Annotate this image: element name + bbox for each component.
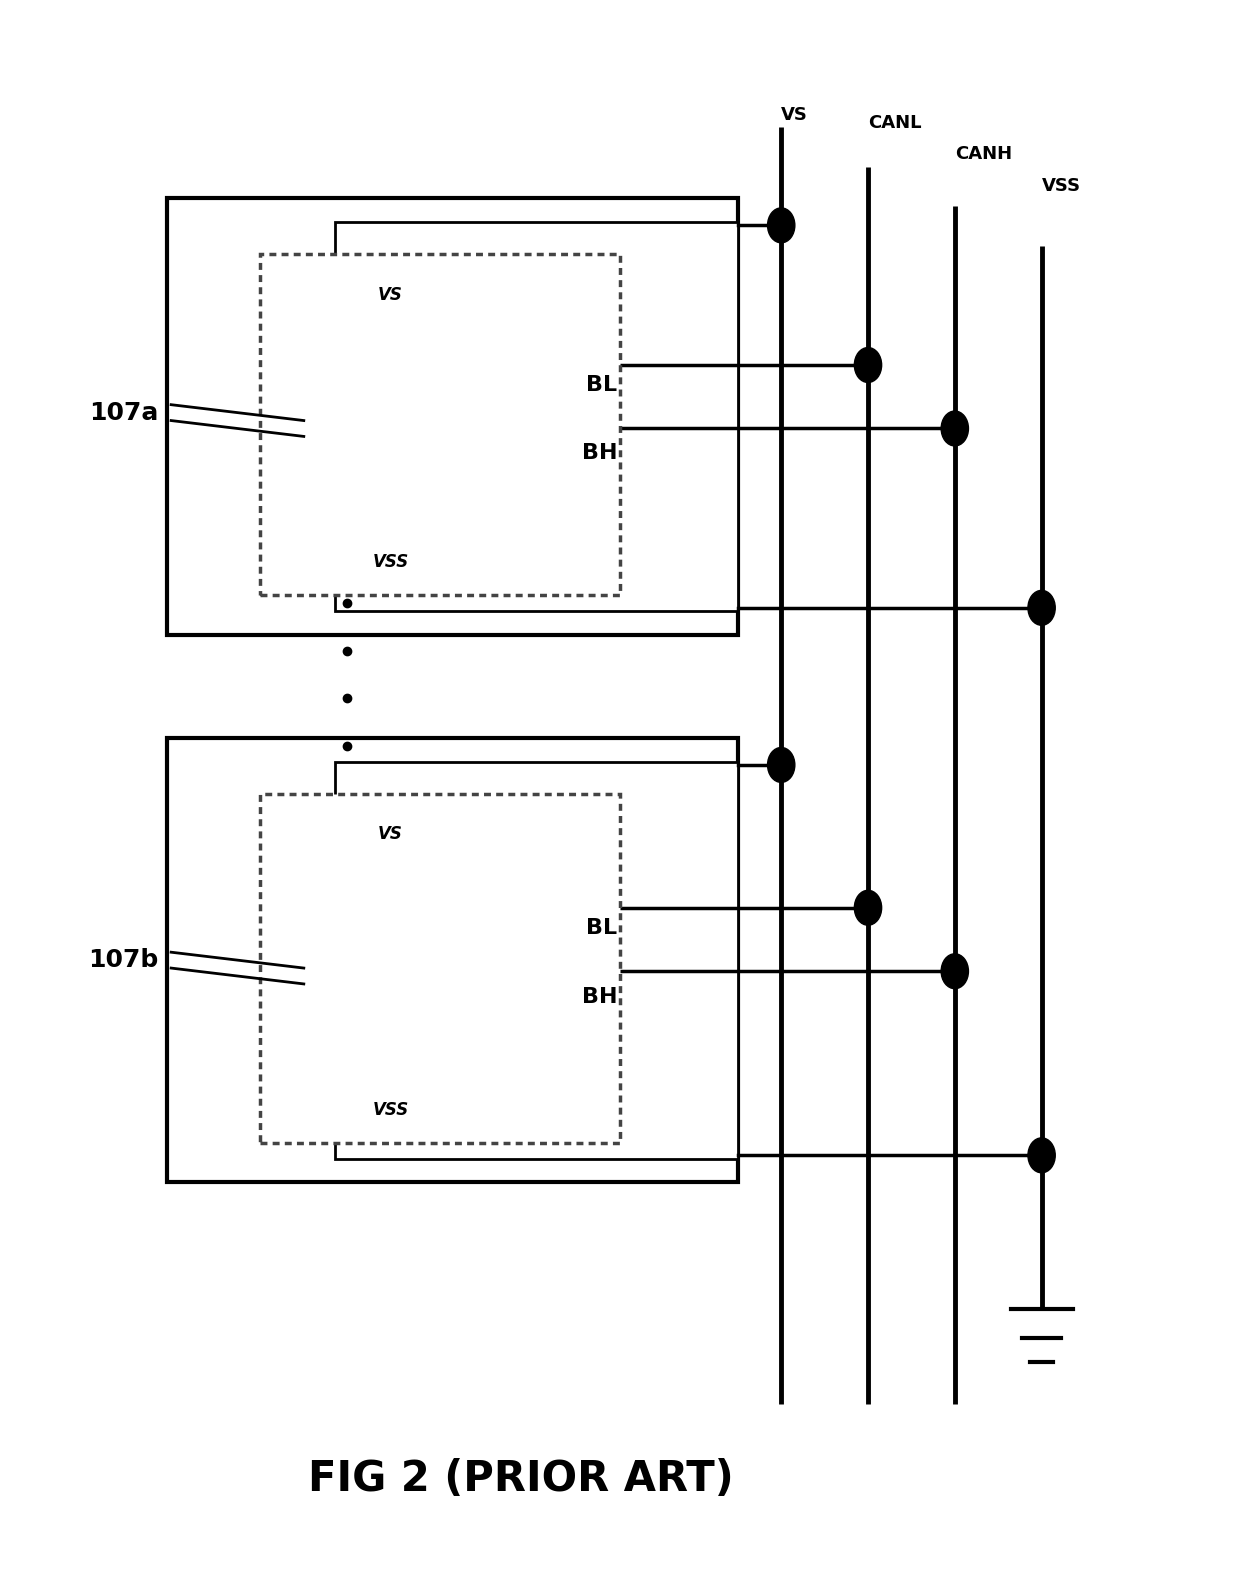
Circle shape (854, 890, 882, 925)
Circle shape (941, 954, 968, 989)
Circle shape (941, 411, 968, 446)
Circle shape (768, 747, 795, 782)
Text: BL: BL (587, 375, 618, 395)
Text: VS: VS (378, 286, 403, 303)
Bar (167, 738, 738, 1182)
Bar (260, 254, 620, 595)
Text: CANL: CANL (868, 114, 921, 132)
Circle shape (1028, 590, 1055, 625)
Text: VSS: VSS (372, 1101, 409, 1119)
Circle shape (768, 208, 795, 243)
Text: VSS: VSS (372, 554, 409, 571)
Text: BH: BH (582, 443, 618, 463)
Text: BH: BH (582, 987, 618, 1006)
Text: VS: VS (378, 825, 403, 843)
Circle shape (854, 348, 882, 382)
Bar (260, 794, 620, 1143)
Text: 107a: 107a (89, 400, 159, 425)
Text: 107b: 107b (88, 947, 159, 973)
Bar (167, 198, 738, 635)
Text: BL: BL (587, 919, 618, 938)
Bar (335, 762, 738, 1159)
Text: FIG 2 (PRIOR ART): FIG 2 (PRIOR ART) (308, 1458, 734, 1500)
Circle shape (1028, 1138, 1055, 1173)
Text: CANH: CANH (955, 146, 1012, 163)
Text: VS: VS (781, 106, 808, 124)
Bar (335, 222, 738, 611)
Text: VSS: VSS (1042, 178, 1081, 195)
